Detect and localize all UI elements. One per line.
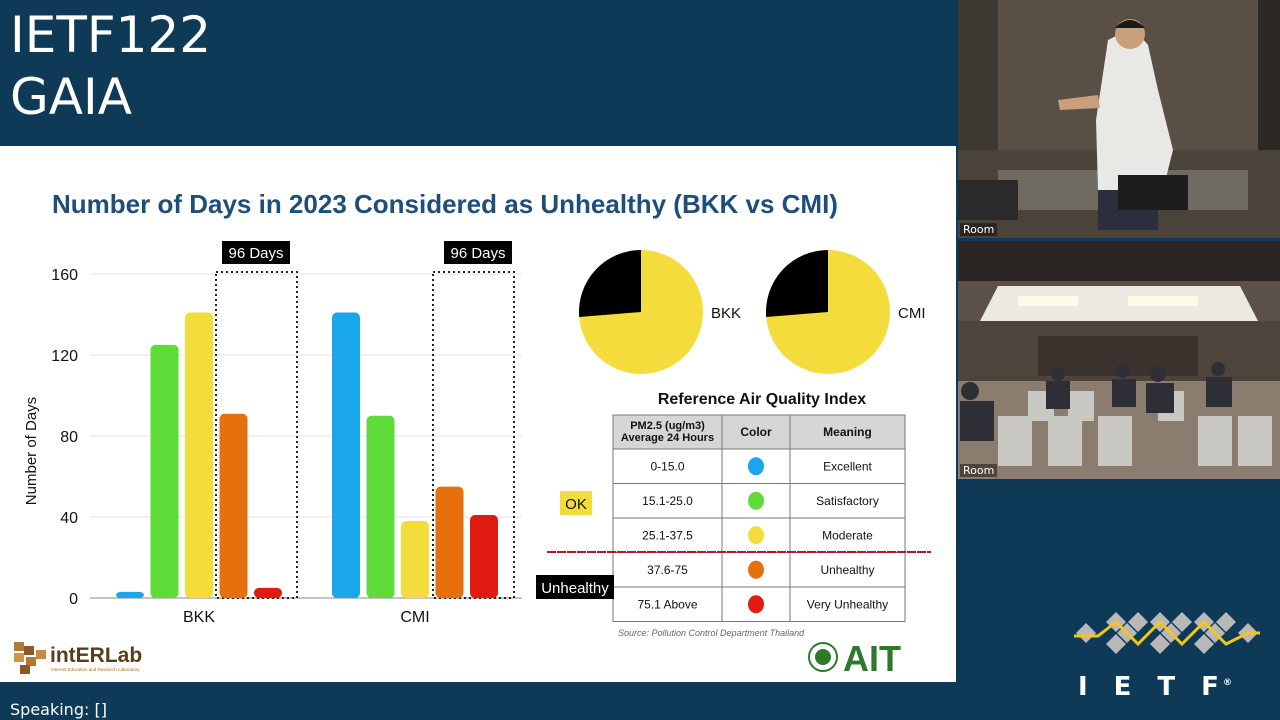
- interlab-name: intERLab: [50, 644, 142, 667]
- cmi-unhealthy-box: [432, 271, 515, 599]
- aqi-meaning: Excellent: [823, 459, 872, 473]
- aqi-color-dot: [748, 595, 764, 614]
- aqi-header-bg: [613, 415, 905, 449]
- unhealthy-tag-bg: [536, 575, 614, 599]
- ok-tag: OK: [565, 496, 587, 513]
- chart-bar: [150, 344, 179, 598]
- speaker-video: [958, 0, 1280, 238]
- session-title-line1: IETF122: [10, 6, 212, 64]
- aqi-range: 37.6-75: [647, 563, 688, 577]
- pie-label: BKK: [711, 305, 741, 322]
- chart-bar: [332, 312, 360, 598]
- aqi-range: 15.1-25.0: [642, 494, 693, 508]
- slide-canvas: Number of Days in 2023 Considered as Unh…: [14, 189, 931, 679]
- bkk-callout: 96 Days: [228, 245, 283, 262]
- pie-slice-unhealthy: [766, 250, 828, 318]
- aqi-color-dot: [748, 560, 764, 579]
- chart-x-labels: BKK CMI: [183, 609, 430, 626]
- chart-y-tick-label: 0: [69, 591, 78, 608]
- pie-label: CMI: [898, 305, 926, 322]
- ait-logo: AIT: [808, 638, 901, 679]
- chart-bar: [219, 413, 248, 598]
- pie-slice-unhealthy: [579, 250, 641, 318]
- video-tile-label: Room: [960, 464, 998, 477]
- chart-y-tick-label: 80: [60, 429, 78, 446]
- chart-x-tick-label: BKK: [183, 609, 215, 626]
- chart-bar: [116, 591, 144, 598]
- ietf-logo-icon: [1074, 612, 1260, 654]
- aqi-color-dot: [748, 526, 764, 545]
- aqi-range: 75.1 Above: [637, 597, 697, 611]
- chart-y-tick-label: 120: [51, 348, 78, 365]
- aqi-table: PM2.5 (ug/m3)Average 24 Hours Color Meanin…: [612, 414, 906, 622]
- aqi-color-dot: [748, 457, 764, 476]
- aqi-header-pm25: Average 24 Hours: [621, 432, 714, 444]
- aqi-header-pm25: PM2.5 (ug/m3): [630, 420, 705, 432]
- bkk-callout-bg: [222, 241, 290, 264]
- aqi-meaning: Very Unhealthy: [807, 597, 888, 611]
- pie-charts: BKK CMI: [579, 250, 926, 374]
- chart-y-tick-label: 160: [51, 267, 78, 284]
- video-tile-room[interactable]: Room: [958, 241, 1280, 479]
- chart-x-tick-label: CMI: [400, 609, 429, 626]
- aqi-header-meaning: Meaning: [823, 425, 872, 439]
- aqi-header-color: Color: [740, 425, 772, 439]
- session-title-line2: GAIA: [10, 68, 132, 126]
- shared-slide: Number of Days in 2023 Considered as Unh…: [0, 146, 956, 682]
- room-video: [958, 241, 1280, 479]
- ietf-wordmark: IETF®: [1078, 672, 1245, 702]
- chart-bar: [435, 486, 464, 598]
- aqi-range: 25.1-37.5: [642, 528, 693, 542]
- cmi-callout-bg: [444, 241, 512, 264]
- chart-bar: [366, 415, 395, 598]
- chart-y-tick-label: 40: [60, 510, 78, 527]
- video-tile-label: Room: [960, 223, 998, 236]
- interlab-logo: intERLab Internet Education and Research…: [14, 642, 142, 674]
- chart-bar: [254, 587, 282, 598]
- cmi-callout: 96 Days: [450, 245, 505, 262]
- aqi-table-title: Reference Air Quality Index: [658, 391, 866, 408]
- chart-bar: [185, 312, 213, 598]
- aqi-meaning: Moderate: [822, 528, 873, 542]
- video-tile-speaker[interactable]: Room: [958, 0, 1280, 238]
- bkk-unhealthy-box: [215, 271, 298, 599]
- ok-tag-bg: [560, 491, 592, 515]
- chart-bar: [401, 521, 429, 598]
- chart-y-ticks: 0 40 80 120 160: [51, 267, 78, 608]
- interlab-subtitle: Internet Education and Research Laborato…: [51, 667, 140, 672]
- aqi-meaning: Unhealthy: [820, 563, 874, 577]
- session-title: IETF122 GAIA: [10, 4, 211, 128]
- speaking-indicator: Speaking: []: [10, 700, 107, 719]
- aqi-color-dot: [748, 491, 764, 510]
- unhealthy-tag: Unhealthy: [541, 580, 609, 597]
- slide-title: Number of Days in 2023 Considered as Unh…: [52, 189, 838, 219]
- aqi-range: 0-15.0: [650, 459, 684, 473]
- aqi-source: Source: Pollution Control Department Tha…: [618, 628, 805, 638]
- chart-bars: [116, 312, 498, 598]
- aqi-meaning: Satisfactory: [816, 494, 879, 508]
- ait-name: AIT: [843, 638, 901, 679]
- chart-bar: [470, 514, 498, 598]
- chart-y-axis-label: Number of Days: [23, 397, 40, 505]
